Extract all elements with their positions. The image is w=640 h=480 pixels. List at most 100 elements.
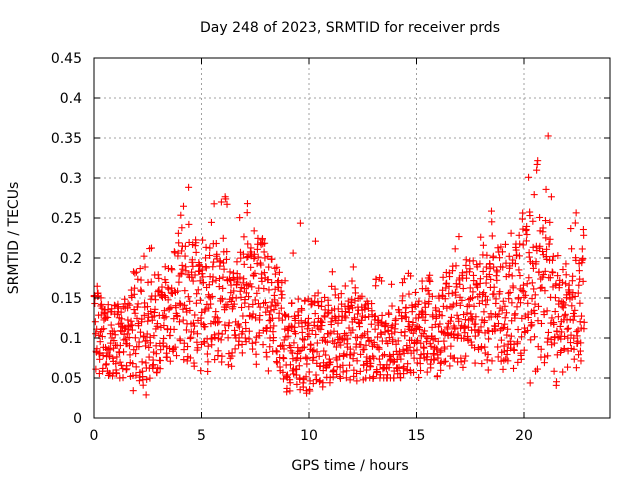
data-point [305,368,313,376]
data-point [331,285,339,293]
data-point [304,314,312,322]
data-point [238,341,246,349]
data-point [381,328,389,336]
data-point [223,248,231,256]
data-point [460,322,468,330]
data-point [119,374,127,382]
data-point [198,266,206,274]
data-point [258,277,266,285]
data-point [446,273,454,281]
data-point [183,308,191,316]
data-point [165,285,173,293]
data-point [204,342,212,350]
data-point [199,278,207,286]
data-point [131,309,139,317]
data-point [280,345,288,353]
data-point [437,366,445,374]
data-point [333,356,341,364]
data-point [132,363,140,371]
data-point [483,296,491,304]
data-point [353,369,361,377]
data-point [433,372,441,380]
data-point [428,292,436,300]
data-point [551,308,559,316]
data-point [255,329,263,337]
data-point [180,356,188,364]
data-point [490,283,498,291]
data-point [214,319,222,327]
data-point [281,325,289,333]
data-point [184,343,192,351]
data-point [243,281,251,289]
data-point [221,327,229,335]
data-point [530,333,538,341]
data-point [566,339,574,347]
data-point [424,334,432,342]
data-point [215,283,223,291]
data-point [349,326,357,334]
data-point [165,304,173,312]
data-point [230,276,238,284]
data-point [569,316,577,324]
data-point [575,351,583,359]
data-point [117,319,125,327]
data-point [307,341,315,349]
data-point [570,355,578,363]
data-point [531,291,539,299]
data-point [131,334,139,342]
data-point [337,290,345,298]
data-point [460,311,468,319]
data-point [522,291,530,299]
data-point [561,310,569,318]
data-point [503,331,511,339]
data-point [96,355,104,363]
data-point [178,247,186,255]
data-point [162,278,170,286]
data-point [293,366,301,374]
data-point [442,357,450,365]
data-point [140,311,148,319]
data-point [465,301,473,309]
data-point [494,244,502,252]
data-point [240,233,248,241]
data-point [145,343,153,351]
data-point [327,329,335,337]
data-point [125,342,133,350]
data-point [263,353,271,361]
data-point [314,289,322,297]
data-point [138,358,146,366]
x-tick-label: 10 [300,428,318,444]
data-point [113,370,121,378]
data-point [305,330,313,338]
data-point [522,237,530,245]
data-point [495,310,503,318]
data-point [185,183,193,191]
data-point [143,330,151,338]
data-point [493,276,501,284]
data-point [273,348,281,356]
data-point [143,303,151,311]
data-point [181,252,189,260]
data-point [123,330,131,338]
data-point [282,372,290,380]
data-point [263,304,271,312]
data-point [559,266,567,274]
data-point [295,362,303,370]
data-point [421,316,429,324]
grid-layer [94,58,610,418]
data-point [260,285,268,293]
y-tick-label: 0.05 [51,371,82,387]
data-point [191,322,199,330]
data-point [152,296,160,304]
data-point [341,312,349,320]
data-point [96,338,104,346]
data-point [189,262,197,270]
data-point [310,354,318,362]
data-point [192,248,200,256]
data-point [565,281,573,289]
data-point [241,334,249,342]
data-point [506,288,514,296]
data-point [398,315,406,323]
data-point [328,268,336,276]
data-point [485,270,493,278]
